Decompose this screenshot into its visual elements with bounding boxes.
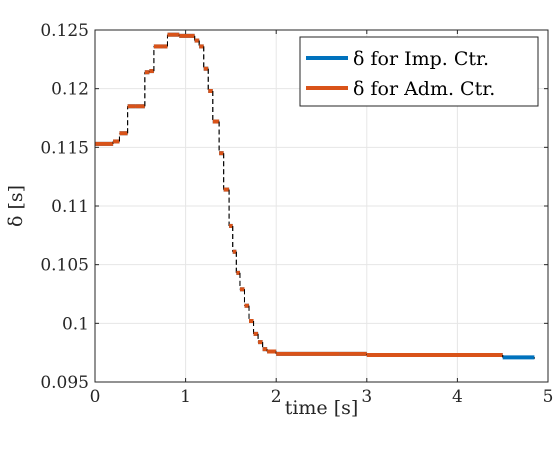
y-tick-label: 0.095 — [40, 373, 89, 393]
x-tick-label: 4 — [452, 387, 463, 407]
grid-lines — [94, 29, 549, 383]
legend-label: δ for Imp. Ctr. — [353, 48, 489, 70]
y-tick-label: 0.125 — [40, 21, 89, 41]
x-axis-label: time [s] — [285, 397, 359, 419]
x-tick-label: 3 — [361, 387, 372, 407]
y-tick-label: 0.12 — [51, 80, 89, 100]
y-tick-label: 0.1 — [62, 314, 89, 334]
y-tick-label: 0.115 — [40, 138, 89, 158]
series-adm-ctr — [95, 32, 504, 358]
series-layer — [95, 32, 535, 360]
legend: δ for Imp. Ctr. δ for Adm. Ctr. — [299, 36, 539, 107]
x-tick-label: 1 — [180, 387, 191, 407]
axis-ticks: 0 1 2 3 4 5 0.095 0.1 0.105 0.11 0.115 0.12 0.125 — [40, 21, 553, 407]
x-tick-label: 2 — [271, 387, 282, 407]
x-tick-label: 5 — [543, 387, 554, 407]
y-axis-label: δ [s] — [5, 185, 27, 227]
x-tick-label: 0 — [90, 387, 101, 407]
y-tick-label: 0.105 — [40, 256, 89, 276]
y-tick-label: 0.11 — [51, 197, 89, 217]
legend-label: δ for Adm. Ctr. — [353, 78, 495, 100]
legend-box — [299, 36, 539, 107]
